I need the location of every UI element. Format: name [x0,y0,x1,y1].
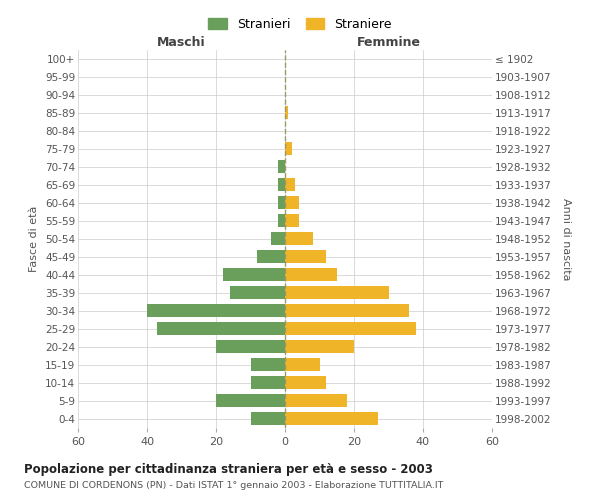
Bar [278,160,285,173]
Bar [285,214,299,227]
Bar [271,232,285,245]
Text: Maschi: Maschi [157,36,206,49]
Bar [278,178,285,192]
Y-axis label: Anni di nascita: Anni di nascita [561,198,571,280]
Bar [216,340,285,353]
Legend: Stranieri, Straniere: Stranieri, Straniere [205,14,395,34]
Bar [285,304,409,317]
Bar [278,196,285,209]
Bar [285,376,326,389]
Bar [251,376,285,389]
Bar [251,412,285,425]
Bar [285,232,313,245]
Bar [285,142,292,156]
Bar [230,286,285,299]
Y-axis label: Fasce di età: Fasce di età [29,206,40,272]
Bar [285,394,347,407]
Bar [285,106,289,120]
Bar [285,268,337,281]
Bar [285,250,326,263]
Text: Popolazione per cittadinanza straniera per età e sesso - 2003: Popolazione per cittadinanza straniera p… [24,462,433,475]
Bar [157,322,285,335]
Bar [285,286,389,299]
Bar [285,358,320,371]
Bar [278,214,285,227]
Bar [285,322,416,335]
Text: COMUNE DI CORDENONS (PN) - Dati ISTAT 1° gennaio 2003 - Elaborazione TUTTITALIA.: COMUNE DI CORDENONS (PN) - Dati ISTAT 1°… [24,481,443,490]
Bar [285,178,295,192]
Bar [285,412,378,425]
Bar [285,196,299,209]
Bar [216,394,285,407]
Bar [251,358,285,371]
Bar [257,250,285,263]
Bar [223,268,285,281]
Text: Femmine: Femmine [356,36,421,49]
Bar [285,340,354,353]
Bar [147,304,285,317]
